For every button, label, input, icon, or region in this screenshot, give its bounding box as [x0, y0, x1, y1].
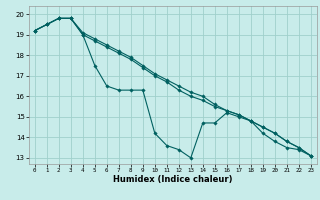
- X-axis label: Humidex (Indice chaleur): Humidex (Indice chaleur): [113, 175, 233, 184]
